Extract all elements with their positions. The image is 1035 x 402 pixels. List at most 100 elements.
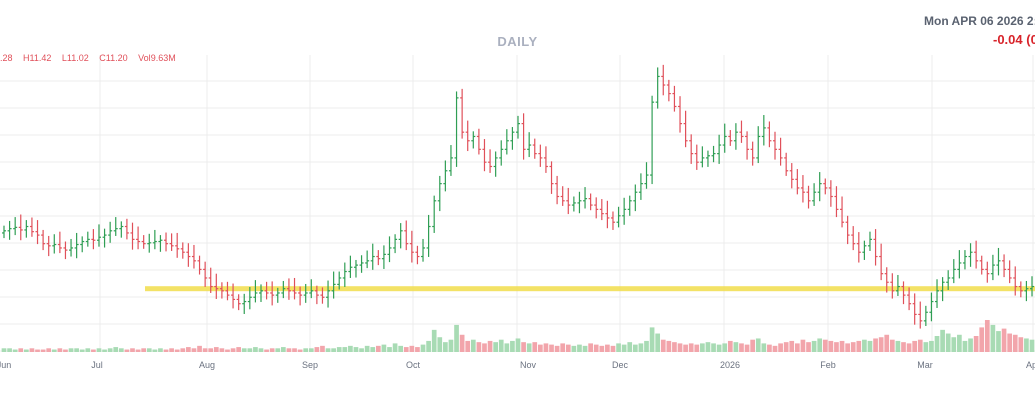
ohlc-bar [527, 132, 532, 158]
ohlc-bar [588, 193, 593, 211]
volume-bar [124, 349, 130, 352]
timestamp: Mon APR 06 2026 2:3 [924, 14, 1035, 28]
volume-bar [1001, 328, 1007, 352]
volume-bar [420, 344, 426, 352]
volume-bar [348, 345, 353, 352]
volume-bar [789, 340, 795, 352]
volume-bar [616, 343, 621, 352]
open-value: .28 [0, 53, 13, 63]
ohlc-bar [180, 242, 185, 259]
volume-bar [118, 348, 124, 352]
volume-bar [666, 340, 672, 352]
ohlc-bar [141, 235, 146, 249]
ohlc-bar [1018, 281, 1023, 298]
ohlc-bar [80, 236, 85, 253]
volume-bar [884, 334, 890, 352]
ohlc-bar [57, 231, 62, 254]
volume-bar [465, 340, 471, 352]
volume-bar [247, 348, 253, 352]
ohlc-bar [504, 129, 509, 155]
ohlc-bar [510, 127, 515, 150]
ohlc-bar [437, 175, 442, 212]
volume-bar [996, 331, 1001, 352]
ohlc-bar [24, 220, 29, 238]
ohlc-bar [756, 126, 761, 164]
volume-bar [7, 348, 12, 352]
x-tick-label: Oct [406, 360, 421, 370]
volume-bar [258, 348, 264, 352]
ohlc-bar [359, 255, 364, 273]
volume-bar [901, 342, 906, 352]
volume-bar [716, 344, 722, 352]
volume-bar [873, 338, 878, 352]
volume-bar [800, 339, 806, 352]
ohlc-bar [113, 217, 118, 236]
ohlc-bar [694, 144, 699, 170]
volume-bar [96, 348, 102, 352]
ohlc-bar [214, 273, 219, 299]
volume-bar [342, 347, 348, 352]
ohlc-bar [353, 259, 358, 278]
volume-bar [158, 348, 163, 352]
ohlc-bar [823, 178, 828, 195]
ohlc-readout: .28 H11.42 L11.02 C11.20 Vol9.63M [0, 53, 176, 63]
ohlc-bar [650, 95, 655, 185]
ohlc-bar [415, 245, 420, 265]
ohlc-bar [549, 161, 554, 194]
volume-bar [29, 348, 35, 352]
volume-bar [213, 347, 219, 352]
volume-bar [415, 347, 420, 352]
ohlc-bar [605, 200, 610, 229]
ohlc-bar [247, 286, 252, 310]
ohlc-bar [136, 226, 141, 250]
volume-bar [957, 334, 962, 352]
ohlc-bar [219, 282, 224, 299]
ohlc-bar [543, 146, 548, 173]
ohlc-bar [990, 254, 995, 281]
ohlc-bar [583, 187, 588, 209]
ohlc-bar [845, 215, 850, 245]
ohlc-bar [555, 175, 560, 205]
volume-bar [806, 342, 811, 352]
volume-bar [945, 333, 951, 352]
ohlc-bar [275, 287, 280, 303]
volume-bar [565, 344, 571, 352]
ohlc-bar [599, 199, 604, 221]
ohlc-bar [259, 284, 263, 302]
ohlc-bar [326, 280, 331, 308]
volume-bar [152, 349, 158, 352]
ohlc-bar [242, 293, 247, 314]
ohlc-bar [314, 285, 319, 305]
volume-bar [599, 345, 605, 352]
ohlc-bar [700, 146, 705, 168]
ohlc-bar [739, 120, 744, 143]
volume-bar [571, 345, 577, 352]
x-tick-label: Apr [1026, 360, 1035, 370]
ohlc-bar [856, 232, 861, 263]
volume-bar [688, 343, 694, 352]
ohlc-bar [935, 279, 940, 308]
ohlc-bar [929, 292, 934, 322]
ohlc-bar [41, 229, 46, 251]
ohlc-bar [381, 245, 386, 269]
ohlc-bar [951, 259, 956, 284]
volume-bar [744, 344, 750, 352]
ohlc-bar [912, 293, 917, 325]
volume-bar [795, 343, 800, 352]
ohlc-bar [175, 232, 180, 258]
volume-bar [325, 348, 331, 352]
volume-bar [711, 343, 716, 352]
volume-bar [113, 347, 119, 352]
volume-bar [934, 336, 940, 352]
ohlc-bar [7, 220, 12, 240]
volume-bar [370, 347, 376, 352]
ohlc-bar [594, 197, 599, 219]
ohlc-bar [638, 173, 643, 200]
volume-bar [917, 339, 923, 352]
ohlc-bar [337, 271, 342, 290]
volume-bar [253, 347, 258, 352]
volume-bar [510, 340, 515, 352]
ohlc-bar [817, 172, 822, 202]
volume-bar [12, 349, 18, 352]
